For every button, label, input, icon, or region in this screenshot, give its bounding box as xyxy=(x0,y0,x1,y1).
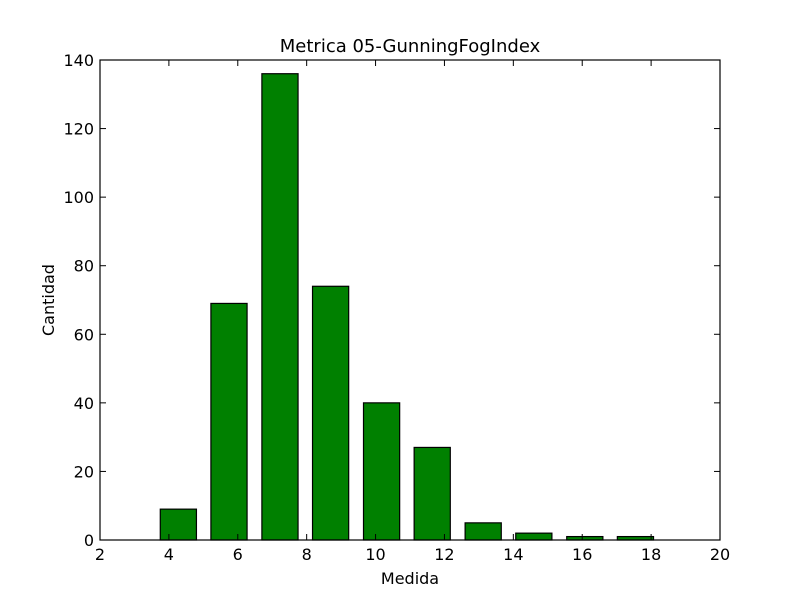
y-tick-label: 100 xyxy=(63,188,94,207)
x-tick-label: 12 xyxy=(434,545,454,564)
x-tick-label: 2 xyxy=(95,545,105,564)
bars-layer xyxy=(159,73,655,541)
plot-frame xyxy=(99,59,721,541)
x-tick-label: 10 xyxy=(365,545,385,564)
x-tick-label: 18 xyxy=(641,545,661,564)
x-tick-label: 20 xyxy=(710,545,730,564)
x-tick-label: 14 xyxy=(503,545,523,564)
y-tick-label: 20 xyxy=(74,462,94,481)
y-tick-label: 0 xyxy=(84,531,94,550)
y-tick-label: 40 xyxy=(74,394,94,413)
x-axis-label: Medida xyxy=(381,569,439,588)
bar-1 xyxy=(210,302,248,541)
bar-7 xyxy=(515,532,553,541)
bar-0 xyxy=(159,508,198,541)
bar-2 xyxy=(261,73,299,541)
chart-title: Metrica 05-GunningFogIndex xyxy=(280,36,541,57)
bar-6 xyxy=(464,522,502,541)
bar-4 xyxy=(362,402,401,541)
bar-5 xyxy=(413,446,451,541)
y-tick-label: 80 xyxy=(74,257,94,276)
ticks-layer: 2 4 6 8 10 12 14 16 18 20 0 20 40 60 80 100 120 140 xyxy=(63,51,730,564)
bar-3 xyxy=(311,285,350,541)
y-tick-label: 60 xyxy=(74,325,94,344)
y-tick-label: 120 xyxy=(63,120,94,139)
x-tick-label: 4 xyxy=(164,545,174,564)
x-tick-label: 16 xyxy=(572,545,592,564)
x-tick-label: 6 xyxy=(233,545,243,564)
y-axis-label: Cantidad xyxy=(39,264,58,336)
y-tick-label: 140 xyxy=(63,51,94,70)
x-tick-label: 8 xyxy=(302,545,312,564)
